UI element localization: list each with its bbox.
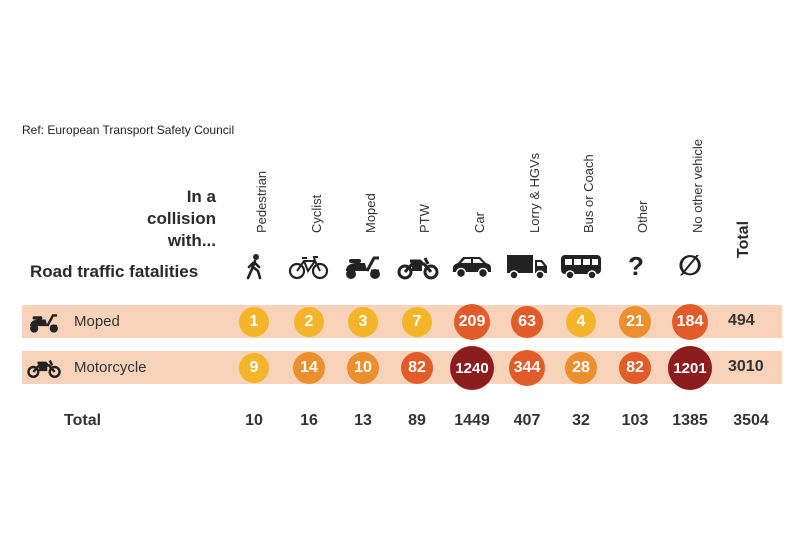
reference-note: Ref: European Transport Safety Council [22, 123, 235, 137]
column-label: Car [472, 212, 487, 233]
column-header-pedestrian: Pedestrian [243, 122, 269, 248]
total-header-label: Total [735, 220, 752, 258]
column-header-other: Other [624, 122, 650, 248]
column-label: Other [635, 200, 650, 233]
value-bubble: 7 [402, 307, 432, 337]
value-bubble: 209 [454, 304, 490, 340]
column-header-car: Car [461, 122, 487, 248]
column-total: 16 [300, 412, 318, 429]
value-bubble: 82 [401, 352, 433, 384]
value-bubble: 1240 [450, 346, 494, 390]
value-bubble: 82 [619, 352, 651, 384]
column-header-ptw: PTW [406, 122, 432, 248]
column-label: No other vehicle [690, 139, 705, 233]
column-label: Bus or Coach [581, 154, 596, 233]
value-bubble: 10 [347, 352, 379, 384]
empty-set-icon: ∅ [678, 250, 702, 281]
column-total: 89 [408, 412, 426, 429]
value-bubble: 344 [509, 350, 545, 386]
pedestrian-icon [246, 254, 262, 280]
column-header-cyclist: Cyclist [298, 122, 324, 248]
column-total: 32 [572, 412, 590, 429]
moped-row-icon [30, 314, 58, 333]
total-column-header: Total [733, 210, 753, 276]
column-label: PTW [417, 204, 432, 233]
value-bubble: 2 [294, 307, 324, 337]
column-header-bus: Bus or Coach [570, 122, 596, 248]
row-total-motorcycle: 3010 [728, 358, 764, 375]
row-label-moped: Moped [74, 313, 120, 330]
column-label: Pedestrian [254, 170, 269, 233]
value-bubble: 9 [239, 353, 269, 383]
column-header-lorry: Lorry & HGVs [516, 122, 542, 248]
moped-icon [346, 256, 380, 279]
value-bubble: 184 [672, 304, 708, 340]
column-total: 103 [621, 412, 649, 429]
column-total: 407 [513, 412, 541, 429]
column-total: 1449 [454, 412, 490, 429]
column-total: 13 [354, 412, 372, 429]
column-total: 1385 [672, 412, 708, 429]
collision-intro: In a collision with... [110, 186, 216, 252]
total-row-label: Total [64, 412, 102, 429]
row-label-motorcycle: Motorcycle [74, 359, 147, 376]
intro-line-1: In a [186, 187, 216, 206]
row-total-moped: 494 [728, 312, 755, 329]
grand-total: 3504 [733, 412, 769, 429]
value-bubble: 1201 [668, 346, 712, 390]
intro-line-3: with... [167, 231, 216, 250]
motorcycle-row-icon [27, 359, 61, 379]
lorry-icon [507, 255, 547, 280]
row-header: Road traffic fatalities [30, 262, 199, 281]
bicycle-icon [288, 256, 329, 280]
value-bubble: 28 [565, 352, 597, 384]
column-total: 10 [245, 412, 263, 429]
value-bubble: 63 [511, 306, 543, 338]
value-bubble: 14 [293, 352, 325, 384]
value-bubble: 21 [619, 306, 651, 338]
column-label: Lorry & HGVs [527, 152, 542, 233]
value-bubble: 1 [239, 307, 269, 337]
question-mark-icon: ? [628, 251, 644, 281]
car-icon [453, 257, 491, 279]
column-header-no-other-vehicle: No other vehicle [679, 122, 705, 248]
motorcycle-icon [397, 257, 439, 280]
value-bubble: 3 [348, 307, 378, 337]
intro-line-2: collision [147, 209, 216, 228]
value-bubble: 4 [566, 307, 596, 337]
column-label: Cyclist [309, 194, 324, 233]
bus-icon [561, 255, 601, 280]
column-header-moped: Moped [352, 122, 378, 248]
column-label: Moped [363, 193, 378, 233]
